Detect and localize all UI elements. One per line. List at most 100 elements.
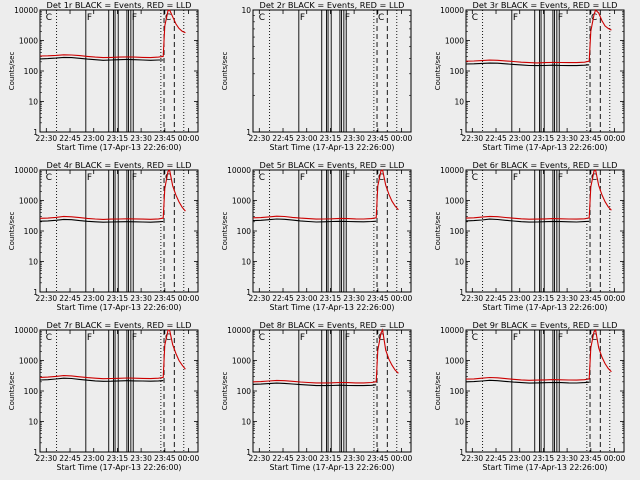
y-tick-label: 10000	[440, 166, 464, 175]
y-tick-label: 1	[246, 288, 251, 297]
x-tick-label: 23:00	[509, 294, 531, 303]
detector-panel: Det 5r BLACK = Events, RED = LLD 1 10 100 10…	[221, 160, 413, 312]
x-tick-label: 22:30	[36, 134, 58, 143]
x-axis-label: Start Time (17-Apr-13 22:26:00)	[270, 303, 395, 312]
y-tick-label: 10	[28, 98, 38, 107]
marker-glyph: F	[87, 173, 92, 183]
y-tick-label: 1	[33, 448, 38, 457]
x-tick-label: 22:30	[36, 294, 58, 303]
y-tick-label: 10	[454, 418, 464, 427]
detector-panel: Det 6r BLACK = Events, RED = LLD 1 10 100 10…	[434, 160, 626, 312]
x-tick-label: 23:00	[296, 134, 318, 143]
x-tick-label: 23:15	[107, 294, 129, 303]
x-tick-label: 22:45	[59, 294, 81, 303]
marker-glyph: C	[472, 173, 478, 183]
x-tick-label: 23:45	[154, 134, 176, 143]
x-tick-label: 22:45	[272, 454, 294, 463]
x-tick-label: 23:15	[107, 454, 129, 463]
marker-glyph: C	[259, 13, 265, 23]
marker-glyph: C	[378, 333, 384, 343]
y-tick-label: 1000	[19, 37, 38, 46]
detector-panel: Det 7r BLACK = Events, RED = LLD 1 10 100 10…	[8, 320, 200, 472]
x-tick-label: 22:45	[485, 454, 507, 463]
marker-glyph: F	[345, 333, 350, 343]
panel-title: Det 5r BLACK = Events, RED = LLD	[260, 160, 405, 170]
x-tick-label: 00:00	[178, 294, 200, 303]
x-axis-label: Start Time (17-Apr-13 22:26:00)	[483, 303, 608, 312]
y-tick-label: 10000	[227, 326, 251, 335]
x-tick-label: 00:00	[178, 134, 200, 143]
y-tick-label: 100	[237, 387, 252, 396]
lld-series-line	[39, 329, 186, 380]
marker-glyph: C	[165, 13, 171, 23]
x-tick-label: 23:30	[343, 454, 365, 463]
y-axis-label: Counts/sec	[434, 52, 442, 91]
y-axis-label: Counts/sec	[8, 372, 16, 411]
x-tick-label: 23:15	[320, 454, 342, 463]
x-tick-label: 23:45	[154, 454, 176, 463]
x-tick-label: 00:00	[391, 294, 413, 303]
y-tick-label: 1000	[19, 357, 38, 366]
x-tick-label: 22:30	[249, 134, 271, 143]
x-tick-label: 23:30	[130, 454, 152, 463]
y-tick-label: 10	[28, 258, 38, 267]
x-tick-label: 23:15	[533, 294, 555, 303]
detector-panel: Det 3r BLACK = Events, RED = LLD 1 10 100 10…	[434, 0, 626, 152]
y-axis-label: Counts/sec	[8, 52, 16, 91]
x-tick-label: 22:30	[462, 454, 484, 463]
marker-glyph: F	[345, 13, 350, 23]
x-tick-label: 23:30	[343, 294, 365, 303]
lld-series-line	[252, 328, 399, 384]
x-tick-label: 23:00	[83, 134, 105, 143]
y-tick-label: 100	[450, 387, 465, 396]
marker-glyph: C	[259, 333, 265, 343]
y-tick-label: 1	[459, 128, 464, 137]
x-tick-label: 23:45	[367, 134, 389, 143]
marker-glyph: C	[378, 173, 384, 183]
marker-glyph: F	[558, 13, 563, 23]
x-tick-label: 22:45	[485, 134, 507, 143]
x-tick-label: 00:00	[604, 294, 626, 303]
x-tick-label: 23:00	[83, 294, 105, 303]
detector-panel: Det 8r BLACK = Events, RED = LLD 1 10 100 10…	[221, 320, 413, 472]
events-series-line	[252, 218, 377, 223]
lld-series-line	[465, 9, 612, 64]
panel-title: Det 1r BLACK = Events, RED = LLD	[47, 0, 192, 10]
y-tick-label: 1000	[19, 197, 38, 206]
y-tick-label: 1	[459, 448, 464, 457]
x-tick-label: 22:30	[36, 454, 58, 463]
x-tick-label: 23:00	[509, 134, 531, 143]
x-tick-label: 22:45	[59, 134, 81, 143]
x-axis-label: Start Time (17-Apr-13 22:26:00)	[483, 143, 608, 152]
x-tick-label: 22:45	[485, 294, 507, 303]
plot-frame	[252, 9, 412, 133]
x-axis-label: Start Time (17-Apr-13 22:26:00)	[270, 463, 395, 472]
x-tick-label: 22:45	[272, 134, 294, 143]
x-tick-label: 23:30	[343, 134, 365, 143]
marker-glyph: F	[513, 333, 518, 343]
y-tick-label: 10000	[440, 326, 464, 335]
x-tick-label: 23:00	[296, 294, 318, 303]
x-tick-label: 00:00	[604, 134, 626, 143]
y-tick-label: 10000	[14, 326, 38, 335]
marker-glyph: C	[259, 173, 265, 183]
y-tick-label: 10	[241, 6, 251, 15]
y-tick-label: 100	[237, 227, 252, 236]
marker-glyph: F	[300, 13, 305, 23]
panel-title: Det 9r BLACK = Events, RED = LLD	[473, 320, 618, 330]
y-tick-label: 1	[459, 288, 464, 297]
marker-glyph: F	[87, 333, 92, 343]
x-tick-label: 23:30	[556, 294, 578, 303]
marker-glyph: F	[558, 173, 563, 183]
x-tick-label: 22:30	[249, 454, 271, 463]
y-tick-label: 100	[450, 227, 465, 236]
y-tick-label: 1	[246, 448, 251, 457]
marker-glyph: C	[165, 333, 171, 343]
y-tick-label: 100	[24, 227, 39, 236]
y-axis-label: Counts/sec	[434, 212, 442, 251]
marker-glyph: C	[165, 173, 171, 183]
y-tick-label: 100	[24, 67, 39, 76]
x-tick-label: 23:15	[533, 134, 555, 143]
x-axis-label: Start Time (17-Apr-13 22:26:00)	[57, 463, 182, 472]
